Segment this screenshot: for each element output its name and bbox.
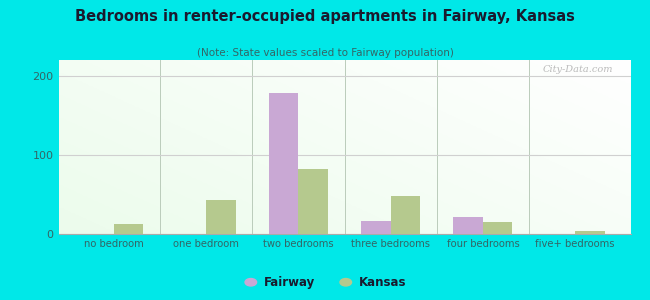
Bar — [269, 93, 298, 234]
Bar — [206, 200, 236, 234]
Text: (Note: State values scaled to Fairway population): (Note: State values scaled to Fairway po… — [196, 48, 454, 58]
Bar — [575, 231, 604, 234]
Text: Bedrooms in renter-occupied apartments in Fairway, Kansas: Bedrooms in renter-occupied apartments i… — [75, 9, 575, 24]
Bar — [361, 220, 391, 234]
Legend: Fairway, Kansas: Fairway, Kansas — [239, 272, 411, 294]
Bar — [483, 222, 512, 234]
Bar — [391, 196, 420, 234]
Text: City-Data.com: City-Data.com — [543, 65, 614, 74]
Bar — [114, 224, 144, 234]
Bar — [453, 217, 483, 234]
Bar — [298, 169, 328, 234]
